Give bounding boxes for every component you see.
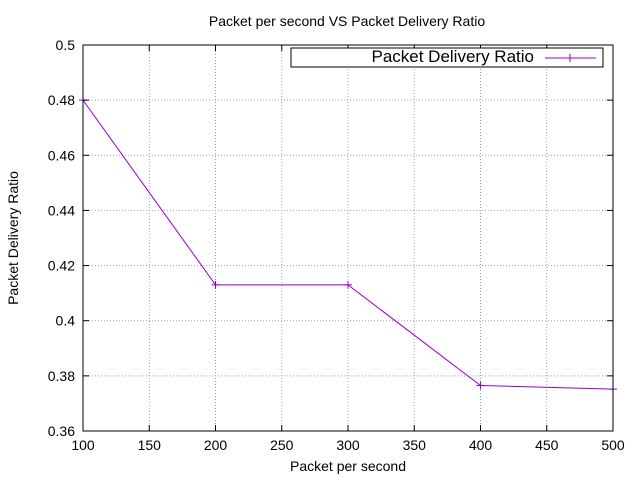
- x-tick-label: 350: [403, 437, 427, 453]
- data-point: [211, 280, 220, 289]
- x-tick-label: 100: [71, 437, 95, 453]
- x-tick-label: 250: [270, 437, 294, 453]
- y-tick-label: 0.42: [48, 258, 75, 274]
- x-tick-label: 500: [601, 437, 625, 453]
- legend-plus-marker: [566, 54, 574, 62]
- x-tick-label: 200: [204, 437, 228, 453]
- y-tick-label: 0.36: [48, 423, 75, 439]
- x-axis-label: Packet per second: [290, 458, 406, 474]
- legend-label: Packet Delivery Ratio: [371, 47, 534, 66]
- y-tick-label: 0.46: [48, 147, 75, 163]
- x-tick-label: 150: [138, 437, 162, 453]
- y-tick-label: 0.4: [56, 313, 76, 329]
- y-axis-label: Packet Delivery Ratio: [5, 171, 21, 305]
- y-tick-label: 0.38: [48, 368, 75, 384]
- grid-lines: [82, 44, 614, 432]
- y-tick-label: 0.48: [48, 92, 75, 108]
- x-tick-label: 300: [336, 437, 360, 453]
- data-point: [476, 381, 485, 390]
- chart-title: Packet per second VS Packet Delivery Rat…: [209, 13, 485, 29]
- data-point: [344, 280, 352, 289]
- legend: Packet Delivery Ratio: [290, 47, 604, 68]
- x-axis: 100 150 200 250 300 350 400 450 500: [71, 45, 625, 453]
- x-tick-label: 400: [469, 437, 493, 453]
- legend-box: [290, 47, 604, 68]
- y-tick-label: 0.44: [48, 202, 75, 218]
- x-tick-label: 450: [535, 437, 559, 453]
- y-axis: 0.36 0.38 0.4 0.42 0.44 0.46 0.48 0.5: [48, 37, 613, 439]
- y-tick-label: 0.5: [56, 37, 76, 53]
- legend-marker: [566, 54, 574, 62]
